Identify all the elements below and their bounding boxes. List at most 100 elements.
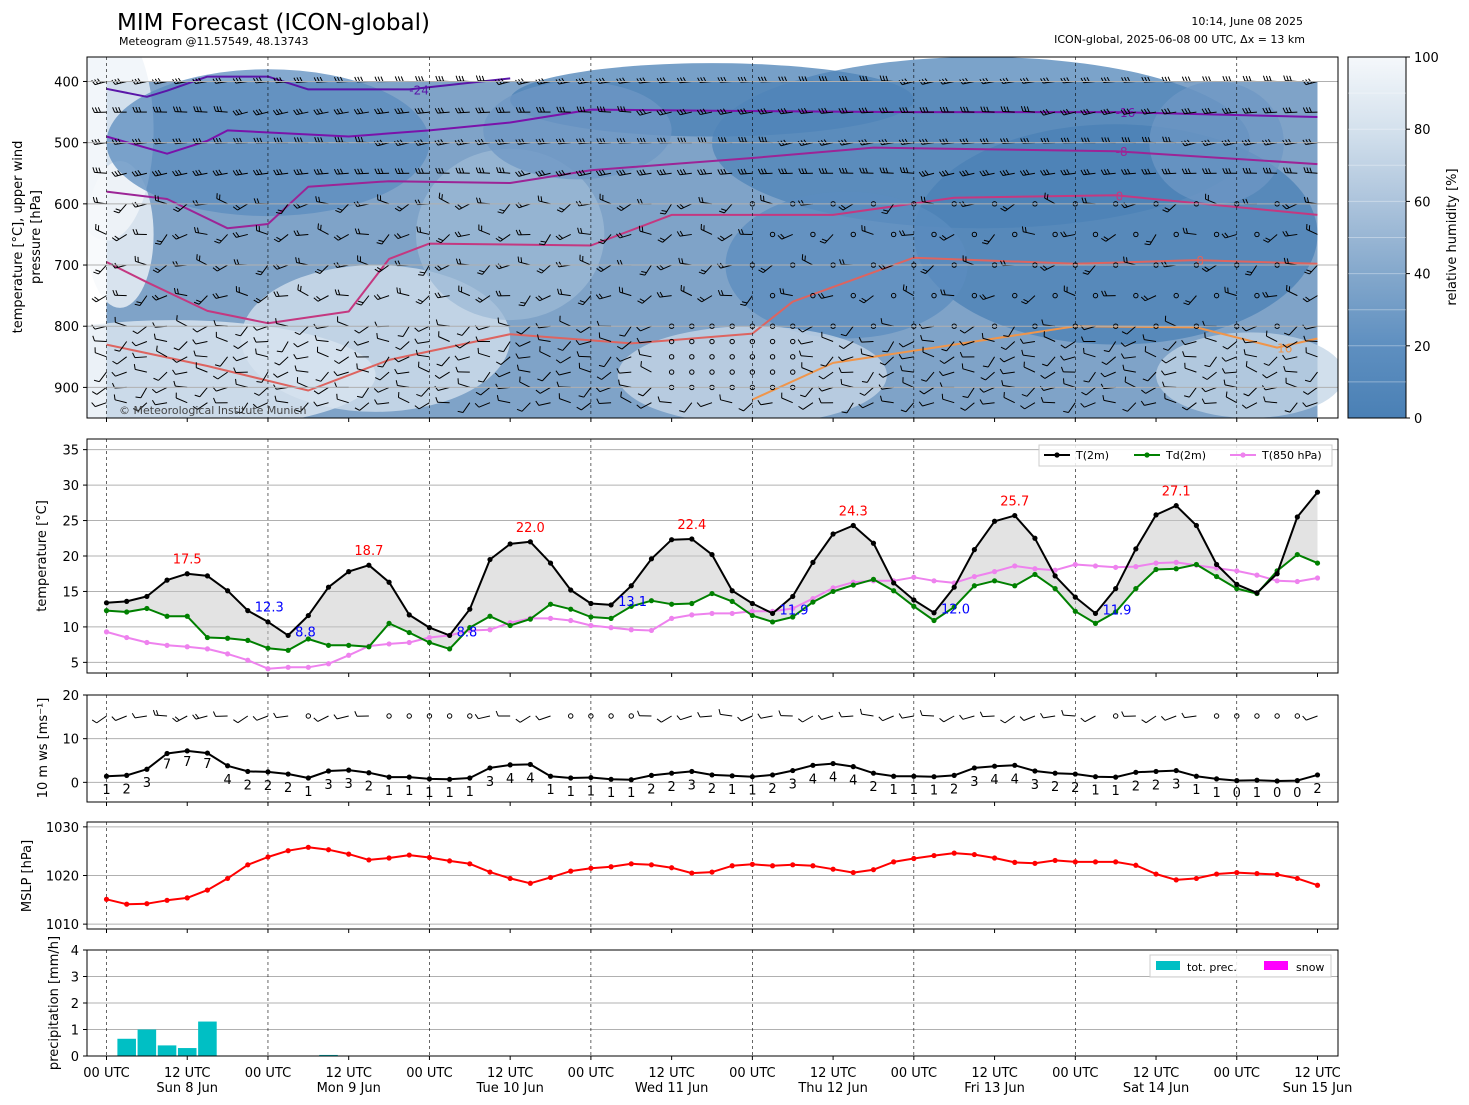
wind-barb-feather xyxy=(656,170,661,176)
wind-barb xyxy=(139,295,148,306)
wind-speed-label: 0 xyxy=(1293,786,1301,801)
wind-barb-feather xyxy=(478,107,482,113)
wind-barb-feather xyxy=(561,77,566,84)
wind-barb xyxy=(1085,387,1096,396)
wind-barb-feather xyxy=(1308,107,1312,113)
mslp-point xyxy=(1294,875,1300,882)
wind-barb-feather xyxy=(720,290,724,296)
wind-barb-feather xyxy=(1141,389,1146,394)
wind-barb xyxy=(887,341,895,353)
humidity-region xyxy=(483,81,672,180)
series-point xyxy=(265,666,271,672)
wind-barb xyxy=(1246,402,1258,409)
wind-barb-feather xyxy=(91,402,96,407)
wind-barb-feather xyxy=(131,341,137,347)
wind-barb xyxy=(559,320,571,327)
wind-barb-feather xyxy=(558,170,563,176)
wind-barb xyxy=(882,264,894,270)
wind-barb-feather xyxy=(723,168,727,175)
wind-barb-feather xyxy=(415,76,418,82)
wind-barb-feather xyxy=(1302,402,1307,407)
wind-barb xyxy=(901,715,914,719)
wind-barb xyxy=(397,233,410,240)
wind-barb xyxy=(558,172,571,177)
series-point xyxy=(265,619,271,625)
wind-barb-feather xyxy=(777,234,783,240)
wind-barb-feather xyxy=(659,212,666,215)
wind-barb-feather xyxy=(818,397,822,404)
wind-barb-feather xyxy=(1282,204,1287,210)
wind-barb xyxy=(155,402,168,406)
wind-barb xyxy=(1266,335,1278,342)
isotherm-label: -24 xyxy=(409,83,429,97)
wind-barb-feather xyxy=(378,239,384,243)
humidity-region xyxy=(87,161,154,308)
wind-barb-feather xyxy=(1304,271,1310,275)
wind-barb xyxy=(296,356,309,360)
wind-barb-feather xyxy=(1000,207,1006,212)
wind-barb xyxy=(219,234,228,244)
wind-barb-feather xyxy=(555,359,561,364)
wind-barb xyxy=(439,371,450,379)
wind-barb-feather xyxy=(1081,197,1085,203)
wind-barb-feather xyxy=(1227,107,1232,113)
max-temp-label: 24.3 xyxy=(839,505,868,520)
wind-barb-feather xyxy=(642,169,646,175)
wind-barb xyxy=(518,369,531,373)
wind-barb xyxy=(1023,366,1036,373)
wind-speed-label: 3 xyxy=(486,775,494,790)
wind-barb-feather xyxy=(537,378,543,382)
calm-wind-marker xyxy=(1052,231,1058,238)
wind-barb-feather xyxy=(945,106,949,113)
wind-barb-feather xyxy=(114,235,120,240)
wind-barb-feather xyxy=(195,170,200,176)
upper-panel-frame xyxy=(86,56,1339,419)
mslp-point xyxy=(810,863,816,869)
wind-barb xyxy=(277,371,289,378)
wind-barb-feather xyxy=(441,76,445,82)
wind-barb-feather xyxy=(95,167,98,173)
wind-barb-feather xyxy=(920,334,923,341)
wind-barb xyxy=(336,715,349,720)
wind-barb-feather xyxy=(518,107,522,113)
wind-barb-feather xyxy=(1060,77,1064,84)
wind-barb-feather xyxy=(578,78,583,84)
wind-barb xyxy=(1249,264,1258,276)
wind-barb xyxy=(822,371,834,380)
wind-barb-feather xyxy=(721,208,727,212)
calm-wind-marker xyxy=(1274,713,1280,719)
wind-barb xyxy=(640,366,652,373)
wind-barb-feather xyxy=(496,167,499,173)
wind-barb xyxy=(256,325,269,331)
calm-wind-marker xyxy=(1112,713,1119,719)
wind-barb xyxy=(982,402,995,405)
wind-barb-feather xyxy=(172,106,176,112)
wind-barb xyxy=(943,715,955,723)
series-point xyxy=(709,590,715,597)
wind-barb-feather xyxy=(962,170,967,176)
wind-barb xyxy=(1108,341,1117,352)
wind-barb-feather xyxy=(400,168,404,174)
wind-barb-feather xyxy=(502,167,505,173)
wind-barb-feather xyxy=(1248,76,1252,82)
wind-barb xyxy=(620,396,632,404)
wind-barb xyxy=(216,386,228,392)
wind-barb-feather xyxy=(414,108,418,114)
precip-bar xyxy=(177,1048,197,1056)
y-tick-label: 35 xyxy=(62,444,79,459)
wind-barb-feather xyxy=(293,354,297,360)
wind-barb xyxy=(864,387,874,396)
wind-barb-feather xyxy=(295,257,298,263)
wind-barb xyxy=(1046,356,1056,367)
wind-barb-feather xyxy=(399,139,404,145)
wind-barb xyxy=(679,233,692,237)
wind-speed-point xyxy=(810,762,816,768)
wind-barb-feather xyxy=(278,108,283,114)
wind-speed-label: 2 xyxy=(284,781,292,796)
wind-barb-feather xyxy=(884,107,889,113)
wind-barb-feather xyxy=(841,75,845,82)
wind-barb-feather xyxy=(212,170,217,176)
wind-barb-feather xyxy=(316,295,321,301)
wind-barb xyxy=(237,203,249,211)
series-point xyxy=(991,578,998,584)
